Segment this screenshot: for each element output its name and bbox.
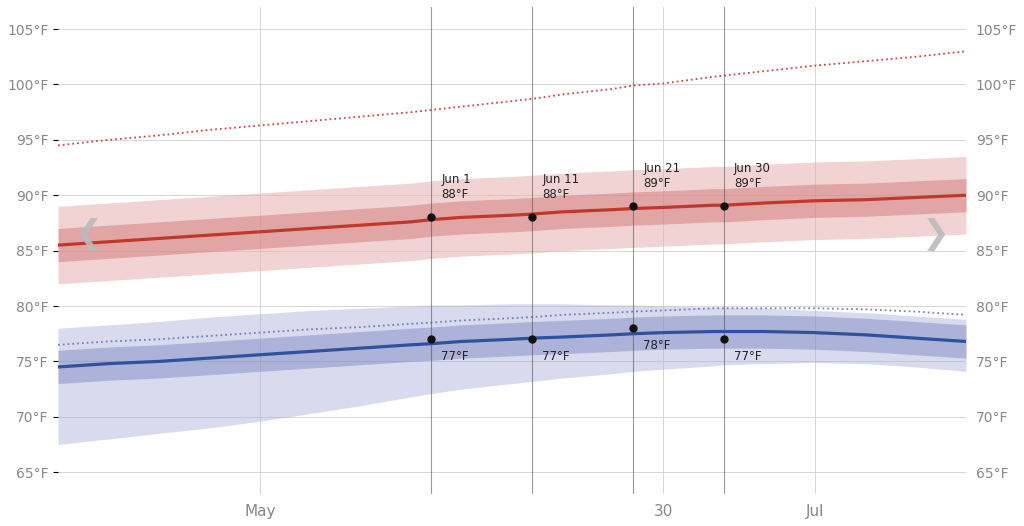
Text: Jun 11
88°F: Jun 11 88°F <box>543 173 580 201</box>
Text: 77°F: 77°F <box>441 350 469 363</box>
Text: Jun 1
88°F: Jun 1 88°F <box>441 173 471 201</box>
Text: ❯: ❯ <box>922 218 949 250</box>
Text: Jun 21
89°F: Jun 21 89°F <box>643 161 680 190</box>
Text: 78°F: 78°F <box>643 339 671 352</box>
Text: Jun 30
89°F: Jun 30 89°F <box>734 161 771 190</box>
Text: 77°F: 77°F <box>543 350 569 363</box>
Text: 77°F: 77°F <box>734 350 762 363</box>
Text: ❮: ❮ <box>75 218 102 250</box>
